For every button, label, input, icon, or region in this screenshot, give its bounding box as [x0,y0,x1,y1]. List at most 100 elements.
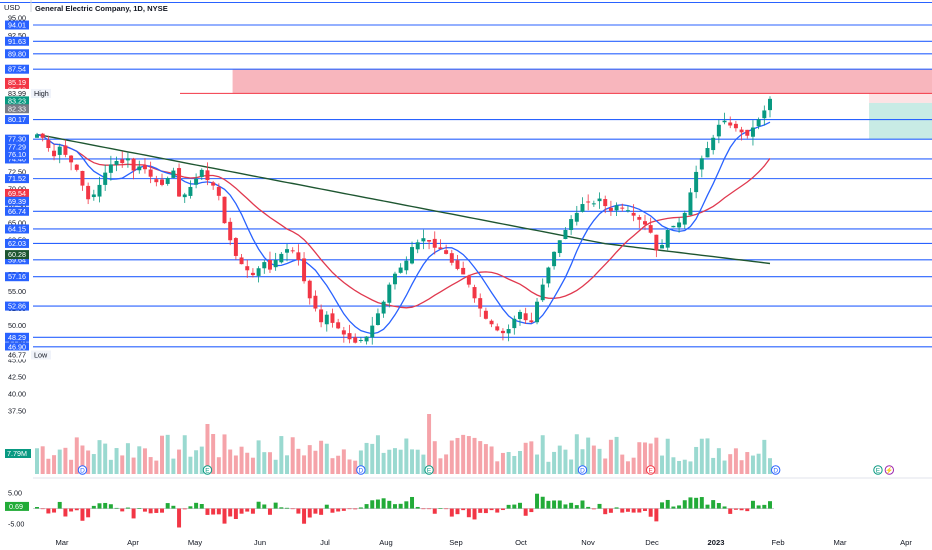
volume-bar [341,449,346,474]
candle-body [290,250,295,252]
oscillator-bar [188,506,193,509]
price-badge-label: 46.77 [8,350,26,359]
candle-body [546,267,551,284]
oscillator-bar [216,508,221,515]
volume-bar [319,440,324,474]
candle-body [199,169,204,177]
volume-bar [552,451,557,474]
oscillator-bar [69,508,74,512]
price-badge [5,49,29,59]
volume-bar [540,435,545,474]
candle-body [756,119,761,127]
oscillator-bar [569,502,574,509]
oscillator-bar [688,497,693,509]
candle-body [552,251,557,267]
candle-body [415,242,420,250]
price-badge-label: 85.19 [8,78,26,87]
time-tick-label: Oct [515,538,528,547]
volume-bar [631,457,636,474]
oscillator-bar [495,508,500,513]
price-tick-label: 45.00 [8,355,26,364]
time-tick-label: Feb [771,538,784,547]
oscillator-bar [637,508,642,513]
volume-bar [694,446,699,474]
oscillator-bar [228,508,233,517]
volume-bar [347,459,352,474]
volume-bar [728,454,733,474]
oscillator-bar [137,507,142,509]
oscillator-bar [625,508,630,512]
candle-body [171,170,176,178]
volume-bar [313,450,318,474]
volume-bar [216,457,221,474]
volume-bar [756,453,761,474]
oscillator-bar [483,508,488,514]
volume-bar [267,452,272,474]
volume-bar [574,434,579,474]
oscillator-bar [171,505,176,509]
candle-body [722,120,727,123]
volume-bar [739,460,744,474]
oscillator-bar [177,508,182,528]
candle-body [341,330,346,335]
time-tick-label: Sep [449,538,463,547]
candle-body [154,179,159,183]
volume-bar [449,440,454,474]
candle-body [86,185,91,200]
oscillator-bar [262,504,267,509]
volume-bar [637,442,642,474]
volume-bar [108,459,113,474]
volume-bar [74,437,79,474]
candle-body [392,273,397,285]
price-badge [5,255,29,265]
oscillator-bar [245,508,250,512]
volume-bar [387,449,392,474]
volume-bar [285,455,290,474]
candle-body [682,212,687,225]
price-badge [5,134,29,144]
volume-bar [239,446,244,474]
event-marker-text: E [205,467,210,474]
candle-body [211,182,216,186]
price-axis[interactable]: 95.0092.5090.0087.5085.0082.5080.0077.50… [0,12,51,550]
candle-body [381,301,386,314]
oscillator-bar [631,508,636,513]
volume-bar [330,458,335,474]
candle-body [74,164,79,170]
candle-body [228,221,233,241]
volume-bar [137,446,142,474]
volume-bar [228,449,233,474]
price-badge-label: 57.16 [8,272,26,281]
price-badge-label: 77.29 [8,143,26,152]
oscillator-bar [478,508,483,513]
volume-bar [103,443,108,474]
volume-bar [711,457,716,474]
candle-body [52,150,57,157]
candle-body [455,260,460,269]
oscillator-bar [614,507,619,509]
time-tick-label: Mar [55,538,69,547]
event-marker-D [356,465,366,475]
candle-body [711,137,716,151]
volume-bar [296,448,301,474]
time-axis[interactable]: Mar Apr May Jun Jul Aug Sep Oct Nov Dec 2023 Feb Mar… [55,538,912,547]
oscillator-bar [381,498,386,509]
candle-body [307,280,312,299]
oscillator-bar [80,508,85,521]
oscillator-bar [250,508,255,514]
volume-bar [535,454,540,474]
oscillator-bar [63,508,68,517]
volume-bar [125,443,130,474]
oscillator-bar [762,504,767,509]
volume-bar [165,434,170,474]
zones-layer [180,69,932,140]
volume-bar [705,438,710,474]
volume-bar [364,442,369,474]
oscillator-bar [358,507,363,509]
candle-body [142,165,147,170]
candle-body [358,339,363,341]
volume-bar [199,446,204,474]
oscillator-bar [319,508,324,515]
volume-bar [120,455,125,474]
